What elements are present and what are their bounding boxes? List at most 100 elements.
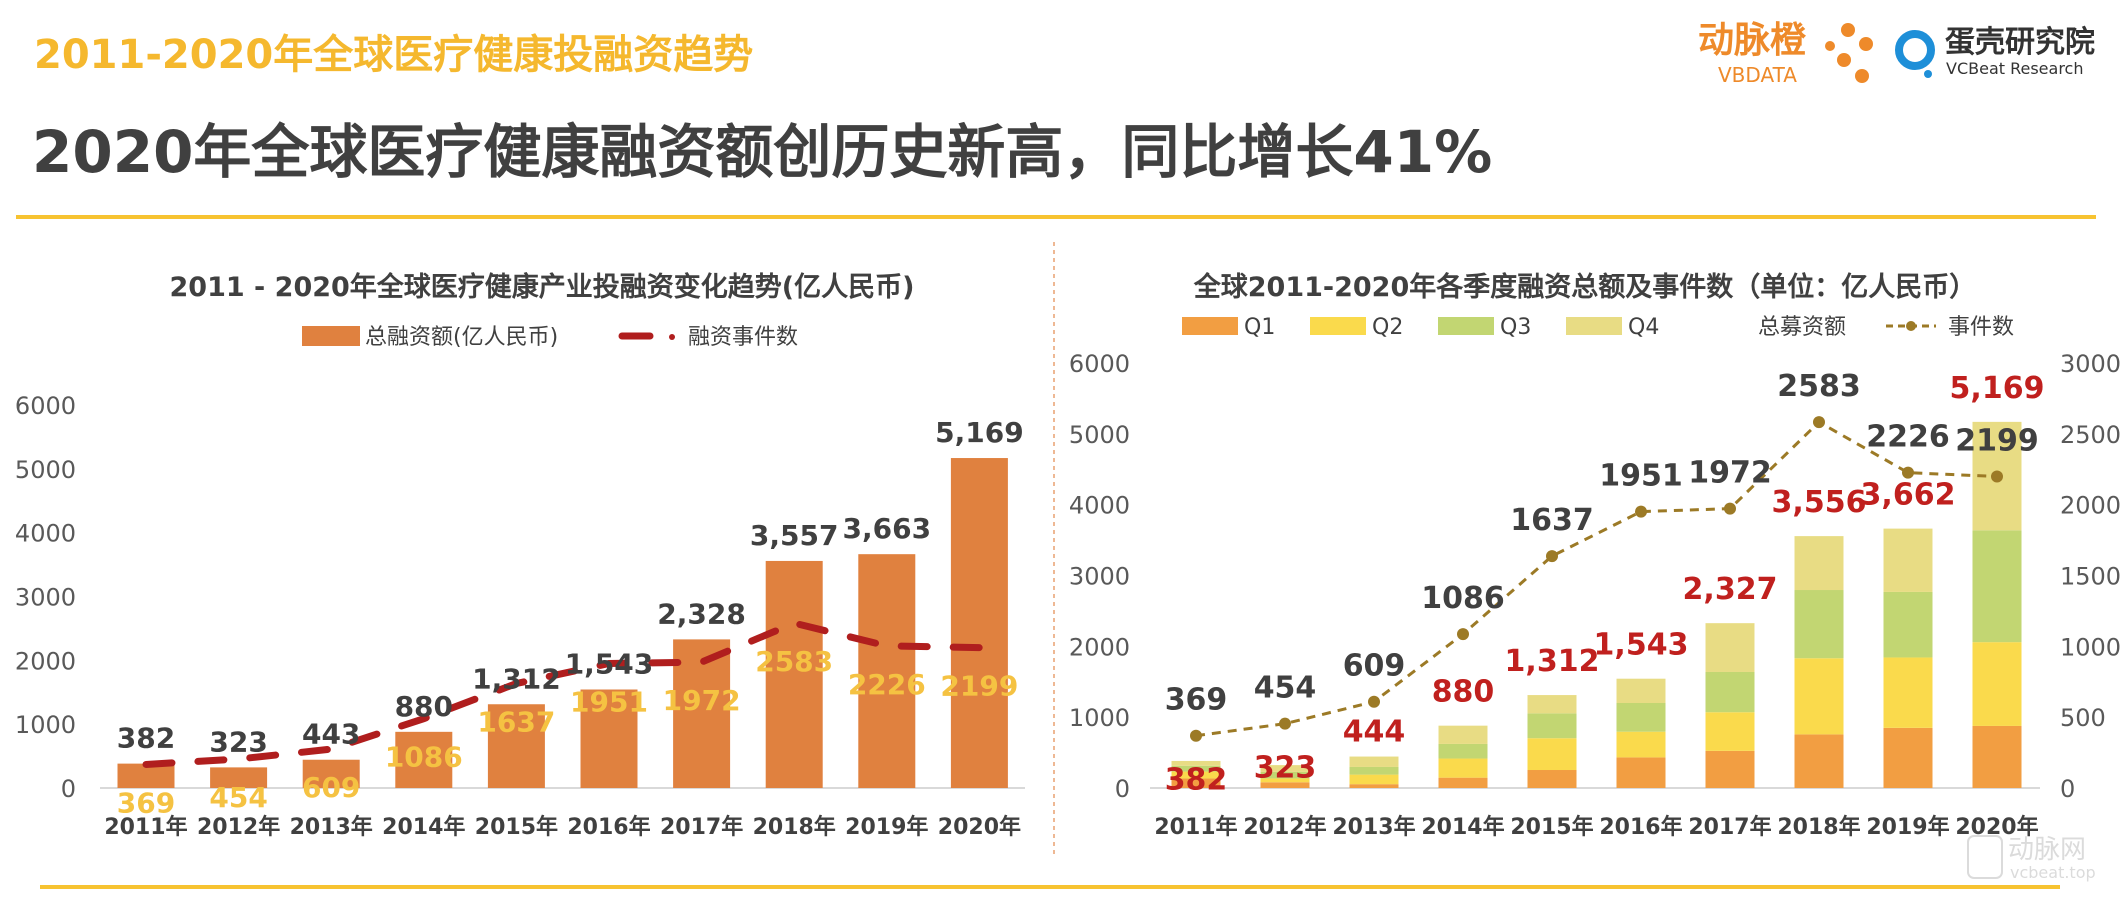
bar-segment-q4 [1438,725,1488,744]
svg-text:vcbeat.top: vcbeat.top [2010,863,2096,882]
event-point [1813,416,1825,429]
logo-vbdata: 动脉橙 VBDATA [1698,20,1873,87]
bar-segment-q4 [1260,765,1310,772]
y2-tick-label: 2000 [2060,492,2121,520]
section-title: 2011-2020年全球医疗健康投融资趋势 [34,32,753,78]
event-point [1457,628,1469,641]
bar-segment-q1 [1527,770,1577,788]
right-chart: 全球2011-2020年各季度融资总额及事件数（单位：亿人民币） Q1 Q2 Q… [1069,271,2121,840]
bar [858,554,916,788]
bar-segment-q1 [1794,734,1844,788]
legend-swatch-bar [302,326,360,346]
bar-segment-q2 [1794,658,1844,735]
bar [950,458,1008,788]
event-point [1635,505,1647,518]
legend-label-q2: Q2 [1372,315,1403,340]
x-tick-label: 2012年 [1243,814,1326,840]
bar-segment-q4 [1527,695,1577,714]
bar-segment-q3 [1883,591,1933,658]
y-tick-label: 1000 [1069,704,1130,732]
event-point [1724,502,1736,515]
vcbeat-ring-icon [1895,30,1935,70]
bar-value-label: 1,312 [472,662,561,695]
bar-segment-q3 [1349,766,1399,775]
legend-swatch-q3 [1438,317,1494,335]
bar-segment-q2 [1349,774,1399,785]
event-value-label: 609 [1343,649,1406,684]
bar-value-label: 2,328 [657,597,746,630]
bar-segment-q2 [1972,642,2022,726]
watermark-vb-icon [1967,835,2003,879]
bar-segment-q1 [1260,782,1310,788]
y-tick-label: 4000 [1069,492,1130,520]
bar-segment-q1 [1616,757,1666,788]
events-line [1195,420,1998,738]
x-tick-label: 2016年 [567,814,650,840]
x-tick-label: 2017年 [660,814,743,840]
legend: 总融资额(亿人民币) 融资事件数 [302,325,798,350]
y-tick-label: 6000 [15,392,76,420]
bar-segment-q3 [1527,713,1577,739]
y-tick-label: 3000 [1069,563,1130,591]
bar [580,689,638,788]
y-tick-label: 5000 [15,456,76,484]
x-tick-label: 2020年 [938,814,1021,840]
total-value-label: 2,327 [1683,572,1778,607]
bar-segment-q3 [1260,771,1310,779]
event-value-label: 2226 [1866,420,1950,455]
x-tick-label: 2019年 [1866,814,1949,840]
bar-value-label: 3,557 [750,519,839,552]
event-value-label: 2199 [940,670,1018,703]
x-tick-label: 2011年 [1154,814,1237,840]
bar-segment-q2 [1705,712,1755,751]
x-tick-label: 2013年 [1332,814,1415,840]
x-tick-label: 2015年 [475,814,558,840]
y-tick-label: 5000 [1069,421,1130,449]
y2-tick-label: 1500 [2060,563,2121,591]
bar [487,704,545,788]
x-tick-label: 2018年 [753,814,836,840]
y2-tick-label: 1000 [2060,633,2121,661]
legend-swatch-q2 [1310,317,1366,335]
event-point [1279,717,1291,730]
bar-segment-q2 [1171,771,1221,779]
bar-segment-q4 [1705,623,1755,672]
bar-segment-q3 [1972,530,2022,643]
legend-label-bar: 总融资额(亿人民币) [365,325,558,350]
event-value-label: 2226 [848,668,926,701]
y2-tick-label: 500 [2060,704,2106,732]
bar-segment-q1 [1705,750,1755,788]
bar-segment-q2 [1883,657,1933,728]
event-point [1991,470,2003,483]
vbdata-dots-icon [1825,23,1873,83]
total-value-label: 3,662 [1861,478,1956,513]
bar-value-label: 1,543 [565,648,654,681]
event-value-label: 1951 [1599,459,1683,494]
total-value-label: 5,169 [1950,371,2045,406]
legend-swatch-q4 [1566,317,1622,335]
bar-segment-q3 [1616,703,1666,732]
bar-segment-q1 [1883,727,1933,788]
event-value-label: 2199 [1955,423,2039,458]
bar-segment-q3 [1171,765,1221,772]
event-value-label: 454 [209,781,267,814]
bar-value-label: 3,663 [843,512,932,545]
event-value-label: 1086 [385,741,463,774]
bar-value-label: 382 [117,722,175,755]
svg-text:动脉橙: 动脉橙 [1698,20,1806,61]
bar-segment-q3 [1705,671,1755,713]
bar [673,639,731,788]
event-value-label: 1951 [570,685,648,718]
left-chart: 2011 - 2020年全球医疗健康产业投融资变化趋势(亿人民币) 总融资额(亿… [15,271,1025,840]
total-value-label: 1,543 [1594,628,1689,663]
y-tick-label: 4000 [15,520,76,548]
y-tick-label: 2000 [1069,633,1130,661]
header-divider [16,215,2096,219]
bar-segment-q3 [1794,590,1844,659]
y2-tick-label: 0 [2060,775,2075,803]
bar-segment-q4 [1616,678,1666,703]
bar-segment-q4 [1883,528,1933,592]
legend-label-q1: Q1 [1244,315,1275,340]
logo-vcbeat-research: 蛋壳研究院 VCBeat Research [1895,25,2095,78]
total-value-label: 444 [1343,715,1406,750]
